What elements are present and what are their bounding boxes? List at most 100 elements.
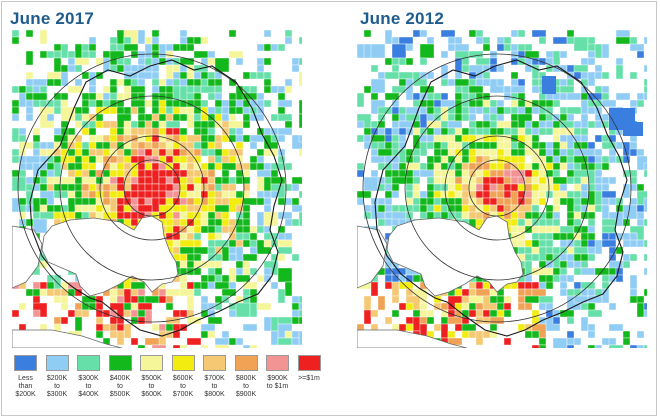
suburb-region — [284, 30, 293, 38]
suburb-region — [419, 57, 428, 66]
suburb-region — [475, 309, 484, 318]
suburb-region — [158, 78, 167, 87]
suburb-region — [263, 57, 272, 66]
suburb-region — [433, 190, 442, 199]
suburb-region — [144, 120, 153, 129]
suburb-region — [207, 71, 216, 80]
suburb-region — [587, 225, 596, 234]
suburb-region — [12, 169, 20, 178]
suburb-region — [88, 190, 97, 199]
suburb-region — [545, 155, 554, 164]
suburb-region — [25, 204, 34, 213]
suburb-region — [510, 113, 519, 122]
suburb-region — [12, 106, 20, 115]
suburb-region — [200, 71, 209, 80]
suburb-region — [46, 162, 55, 171]
suburb-region — [193, 253, 202, 262]
suburb-region — [270, 43, 279, 52]
suburb-region — [643, 288, 647, 297]
suburb-region — [186, 316, 202, 325]
suburb-region — [391, 57, 400, 66]
suburb-region — [179, 260, 188, 269]
suburb-region — [137, 57, 146, 66]
suburb-region — [130, 148, 139, 157]
suburb-region — [489, 323, 498, 332]
legend-label-line: $400K — [78, 391, 99, 398]
suburb-region — [256, 211, 265, 227]
suburb-region — [284, 36, 293, 45]
suburb-region — [165, 232, 174, 241]
suburb-region — [405, 302, 414, 311]
suburb-region — [18, 134, 27, 143]
suburb-region — [298, 330, 302, 346]
legend-label-line: Less — [18, 375, 33, 382]
suburb-region — [193, 246, 209, 255]
suburb-region — [503, 141, 512, 150]
suburb-region — [594, 43, 603, 59]
suburb-region — [88, 134, 97, 143]
suburb-region — [242, 253, 258, 262]
suburb-region — [256, 302, 272, 311]
suburb-region — [545, 225, 554, 234]
suburb-region — [580, 197, 589, 206]
suburb-region — [277, 113, 293, 122]
suburb-region — [440, 92, 449, 101]
suburb-region — [482, 134, 491, 143]
suburb-region — [144, 155, 153, 164]
suburb-region — [277, 127, 293, 136]
suburb-region — [74, 78, 83, 87]
suburb-region — [235, 141, 244, 150]
suburb-region — [426, 197, 435, 206]
suburb-region — [193, 92, 202, 101]
suburb-region — [193, 148, 202, 157]
suburb-region — [298, 211, 302, 227]
suburb-region — [542, 76, 556, 94]
suburb-region — [165, 169, 174, 178]
suburb-region — [510, 141, 519, 150]
suburb-region — [151, 141, 160, 150]
legend-swatch — [108, 355, 132, 371]
suburb-region — [461, 323, 477, 332]
suburb-region — [412, 169, 421, 178]
suburb-region — [440, 127, 449, 136]
legend-swatch — [171, 355, 195, 371]
suburb-region — [88, 43, 97, 52]
suburb-region — [363, 211, 372, 220]
suburb-region — [249, 344, 258, 348]
suburb-region — [426, 162, 435, 171]
suburb-region — [363, 85, 372, 94]
suburb-region — [214, 183, 223, 192]
suburb-region — [405, 85, 414, 101]
suburb-region — [228, 337, 237, 346]
suburb-region — [643, 239, 647, 248]
suburb-region — [172, 211, 181, 220]
suburb-region — [74, 183, 83, 192]
suburb-region — [447, 330, 456, 339]
suburb-region — [46, 204, 55, 213]
legend-label-line: $900K — [235, 391, 257, 398]
suburb-region — [263, 78, 272, 87]
suburb-region — [235, 274, 251, 283]
suburb-region — [384, 316, 393, 325]
suburb-region — [545, 246, 554, 255]
suburb-region — [186, 260, 195, 269]
suburb-region — [622, 155, 631, 164]
suburb-region — [214, 281, 230, 290]
suburb-region — [214, 274, 223, 283]
price-legend: Less than $200K $200K to $300K $300K to $400K $40… — [14, 355, 334, 415]
suburb-region — [489, 169, 498, 178]
suburb-region — [116, 148, 125, 157]
suburb-region — [123, 120, 132, 129]
suburb-region — [636, 302, 645, 318]
suburb-region — [284, 281, 293, 297]
suburb-region — [53, 57, 62, 73]
suburb-region — [12, 309, 20, 318]
suburb-region — [552, 99, 561, 108]
suburb-region — [545, 302, 554, 311]
suburb-region — [32, 127, 41, 136]
suburb-region — [193, 36, 202, 45]
suburb-region — [228, 253, 237, 262]
suburb-region — [482, 281, 491, 290]
suburb-region — [95, 141, 104, 150]
suburb-region — [405, 43, 414, 52]
